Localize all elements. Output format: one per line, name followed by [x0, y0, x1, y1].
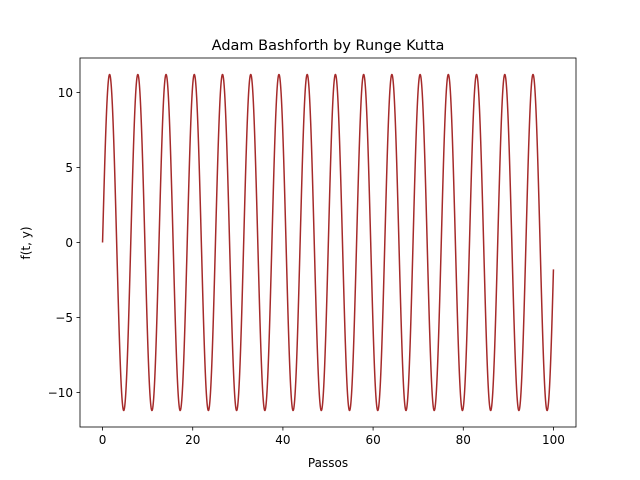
plot-area	[101, 73, 555, 412]
y-tick-label: 10	[58, 86, 73, 100]
x-tick-label: 0	[99, 433, 107, 447]
x-tick-label: 20	[185, 433, 200, 447]
x-tick-label: 80	[456, 433, 471, 447]
x-tick-label: 60	[365, 433, 380, 447]
axes: 0 20 40 60 80 100 −10 −5 0 5 10	[48, 57, 577, 447]
y-tick-label: 0	[65, 236, 73, 250]
x-tick-label: 100	[542, 433, 565, 447]
y-axis-title: f(t, y)	[19, 226, 33, 259]
y-tick-label: −5	[55, 311, 73, 325]
x-axis-title: Passos	[308, 456, 348, 470]
x-tick-label: 40	[275, 433, 290, 447]
chart-title: Adam Bashforth by Runge Kutta	[212, 38, 445, 54]
y-tick-label: 5	[65, 161, 73, 175]
series-line-0	[101, 73, 555, 412]
y-tick-label: −10	[48, 386, 73, 400]
